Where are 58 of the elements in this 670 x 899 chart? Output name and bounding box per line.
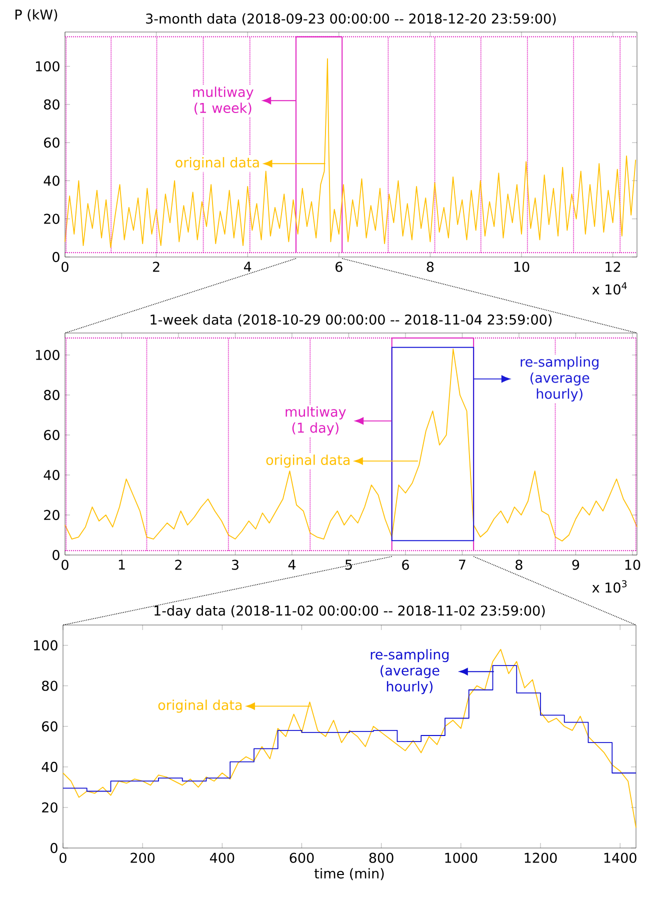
x-tick-label: 5	[345, 560, 352, 570]
y-tick-label: 100	[36, 61, 60, 72]
x-tick-label: 2	[175, 560, 182, 570]
x-tick-label: 0	[60, 852, 66, 863]
text: x 10$^{3}$	[592, 580, 627, 593]
x-tick-label: 8	[516, 560, 522, 570]
x-tick-label: 10	[625, 560, 640, 570]
x-tick-label: 10	[514, 262, 530, 272]
x-tick-label: 1400	[604, 852, 636, 863]
x-tick-label: 600	[290, 852, 314, 863]
x-tick-label: 3	[232, 560, 238, 570]
x-tick-label: 2	[152, 262, 160, 272]
x-tick-label: 4	[244, 262, 252, 272]
y-tick-label: 40	[42, 762, 58, 772]
x-tick-label: 12	[606, 262, 620, 272]
annotation: original data	[176, 157, 259, 170]
y-tick-label: 60	[44, 430, 60, 440]
y-tick-label: 80	[44, 390, 60, 400]
y-tick-label: 40	[44, 470, 60, 480]
x-tick-label: 4	[288, 560, 296, 570]
annotation: multiway (1 day)	[286, 406, 346, 436]
x-tick-label: 1000	[445, 852, 478, 863]
y-tick-label: 80	[44, 99, 60, 110]
x-tick-label: 200	[130, 852, 155, 863]
x-tick-label: 400	[210, 852, 234, 863]
annotation: original data	[266, 454, 350, 468]
x-tick-label: 1200	[524, 852, 557, 863]
x-tick-label: 8	[426, 262, 434, 272]
x-tick-label: 1	[118, 560, 125, 570]
annotation: original data	[158, 700, 242, 713]
y-tick-label: 80	[42, 680, 58, 691]
x-tick-label: 0	[62, 262, 68, 272]
x-tick-label: 6	[402, 560, 409, 570]
y-tick-label: 20	[44, 510, 60, 520]
y-tick-label: 0	[52, 252, 60, 262]
chart-title: 1-week data (2018-10-29 00:00:00 -- 2018-11-04 23:59:00)	[150, 314, 552, 326]
y-tick-label: 60	[42, 721, 58, 732]
y-tick-label: 40	[44, 176, 60, 186]
annotation: re-sampling (average hourly)	[520, 356, 598, 402]
y-tick-label: 0	[52, 550, 60, 560]
text: x 10$^{4}$	[592, 282, 627, 295]
x-axis-title: time (min)	[314, 868, 384, 880]
x-tick-label: 800	[369, 852, 394, 863]
y-tick-label: 20	[42, 802, 58, 813]
y-tick-label: 60	[44, 137, 60, 148]
y-tick-label: 0	[50, 842, 58, 854]
annotation: multiway (1 week)	[193, 86, 254, 115]
chart-title: 1-day data (2018-11-02 00:00:00 -- 2018-11-02 23:59:00)	[154, 605, 545, 618]
x-tick-label: 9	[572, 560, 580, 570]
x-tick-label: 7	[459, 560, 466, 570]
x-tick-label: 6	[336, 262, 342, 272]
chart-title: 3-month data (2018-09-23 00:00:00 -- 2018-12-20 23:59:00)	[146, 13, 556, 26]
y-tick-label: 20	[44, 214, 60, 224]
y-axis-title: P (kW)	[16, 9, 58, 22]
y-tick-label: 100	[34, 640, 58, 650]
annotation: re-sampling (average hourly)	[370, 649, 449, 694]
x-tick-label: 0	[62, 560, 68, 570]
y-tick-label: 100	[36, 350, 60, 360]
